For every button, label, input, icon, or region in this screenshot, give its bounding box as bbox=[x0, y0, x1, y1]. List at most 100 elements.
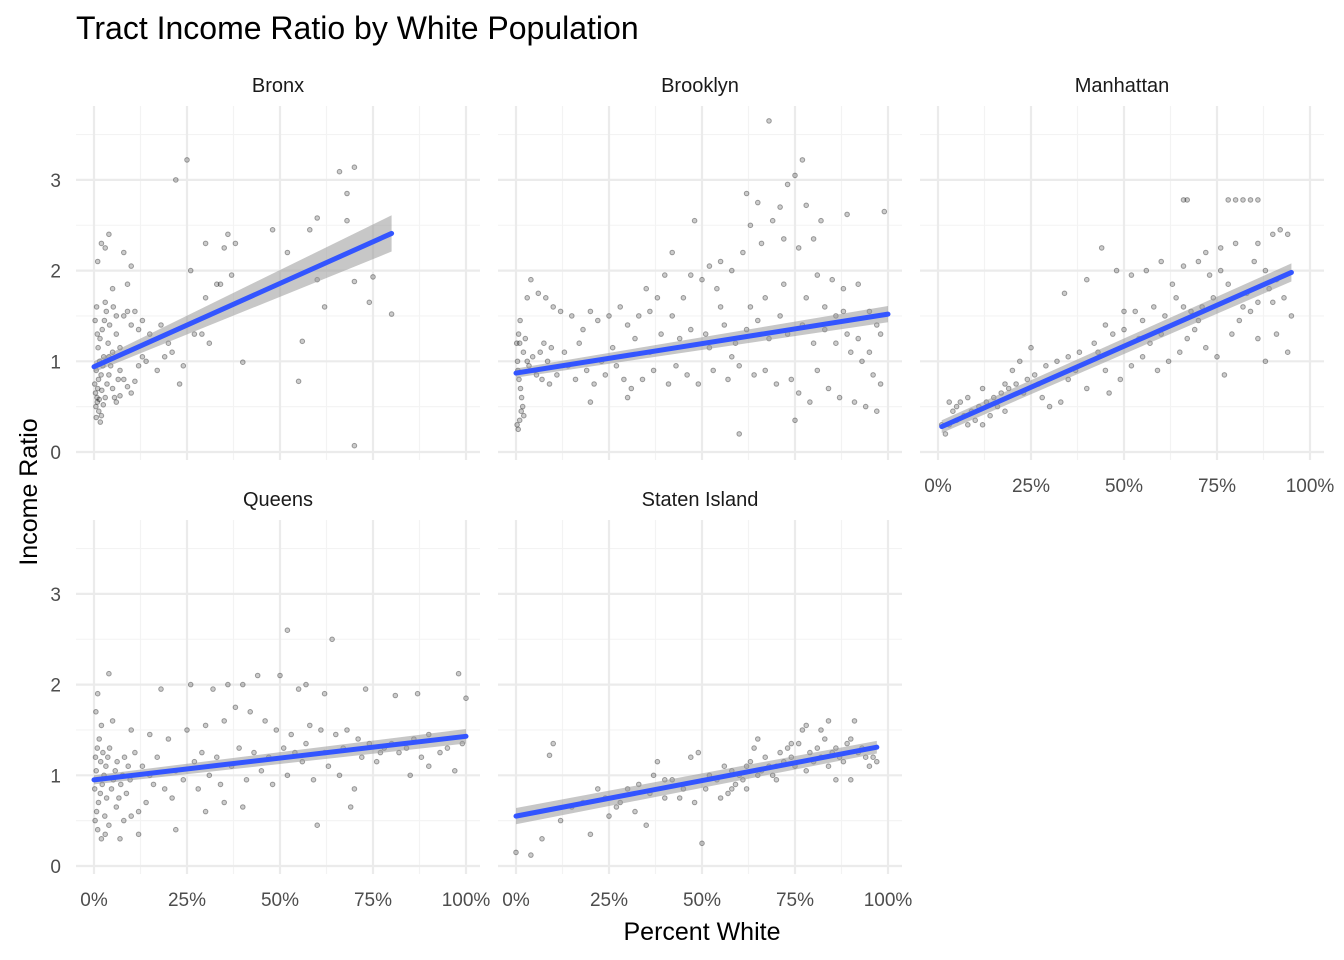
data-point bbox=[199, 331, 205, 337]
data-point bbox=[669, 313, 676, 319]
data-point bbox=[518, 408, 525, 415]
data-point bbox=[762, 367, 769, 374]
data-point bbox=[866, 349, 873, 356]
data-point bbox=[665, 381, 672, 387]
data-point bbox=[307, 227, 313, 233]
data-point bbox=[351, 278, 358, 285]
data-point bbox=[269, 781, 276, 788]
data-point bbox=[784, 181, 791, 188]
data-point bbox=[132, 308, 138, 315]
data-point bbox=[169, 795, 175, 801]
data-point bbox=[139, 354, 146, 360]
data-point bbox=[221, 718, 227, 724]
strip-label-manhattan: Manhattan bbox=[1075, 75, 1170, 97]
data-point bbox=[92, 390, 99, 396]
data-point bbox=[105, 754, 111, 761]
data-point bbox=[128, 390, 134, 396]
data-point bbox=[881, 208, 888, 215]
data-point bbox=[359, 754, 365, 761]
data-point bbox=[1180, 304, 1187, 310]
data-point bbox=[877, 331, 884, 337]
data-point bbox=[792, 417, 798, 424]
data-point bbox=[180, 777, 187, 783]
data-point bbox=[957, 399, 964, 405]
x-tick-label: 0% bbox=[502, 890, 530, 911]
data-point bbox=[1247, 308, 1254, 315]
data-point bbox=[102, 299, 108, 306]
data-point bbox=[109, 385, 116, 392]
data-point bbox=[124, 281, 131, 288]
data-point bbox=[206, 772, 213, 779]
data-point bbox=[240, 359, 246, 366]
data-point bbox=[747, 222, 754, 229]
data-point bbox=[557, 817, 564, 824]
panel-brooklyn: Brooklyn bbox=[498, 75, 902, 460]
data-point bbox=[676, 795, 683, 801]
data-point bbox=[965, 394, 971, 401]
fit-line bbox=[939, 269, 1294, 430]
data-point bbox=[117, 367, 123, 374]
data-point bbox=[654, 295, 661, 301]
data-point bbox=[725, 790, 731, 797]
data-point bbox=[814, 745, 821, 751]
data-point bbox=[103, 763, 109, 770]
data-point bbox=[1214, 354, 1220, 360]
data-point bbox=[822, 736, 828, 742]
data-point bbox=[351, 164, 358, 170]
data-point bbox=[135, 326, 142, 333]
data-point bbox=[535, 290, 542, 297]
data-point bbox=[747, 758, 754, 765]
data-point bbox=[1162, 313, 1168, 319]
data-point bbox=[587, 399, 594, 405]
data-point bbox=[295, 686, 302, 692]
data-point bbox=[362, 686, 369, 692]
data-point bbox=[1084, 385, 1090, 392]
fit-line bbox=[91, 733, 469, 783]
data-point bbox=[106, 231, 112, 238]
data-point bbox=[329, 636, 335, 643]
data-point bbox=[851, 399, 858, 405]
x-tick-label: 100% bbox=[864, 890, 913, 911]
data-point bbox=[221, 799, 227, 806]
data-point bbox=[351, 786, 358, 792]
data-point bbox=[124, 308, 131, 315]
data-point bbox=[94, 258, 101, 265]
x-tick-label: 25% bbox=[590, 890, 628, 911]
data-point bbox=[1128, 272, 1135, 278]
data-point bbox=[336, 772, 343, 779]
data-point bbox=[825, 385, 832, 392]
data-point bbox=[729, 786, 735, 792]
panel-staten-island: Staten Island bbox=[498, 489, 902, 874]
data-point bbox=[602, 372, 609, 378]
data-point bbox=[96, 396, 102, 403]
data-point bbox=[288, 731, 295, 738]
data-point bbox=[97, 335, 103, 342]
data-point bbox=[654, 758, 661, 765]
data-point bbox=[855, 335, 862, 342]
data-point bbox=[714, 285, 720, 292]
data-point bbox=[173, 177, 179, 183]
data-point bbox=[1288, 313, 1295, 319]
chart-title: Tract Income Ratio by White Population bbox=[76, 10, 639, 46]
data-point bbox=[762, 754, 769, 761]
data-point bbox=[1043, 363, 1049, 369]
data-point bbox=[1084, 276, 1090, 283]
data-point bbox=[1217, 245, 1224, 251]
x-tick-label: 100% bbox=[1286, 476, 1335, 497]
data-point bbox=[426, 763, 432, 770]
data-point bbox=[1054, 358, 1060, 365]
data-point bbox=[165, 736, 172, 742]
data-point bbox=[112, 768, 118, 774]
data-point bbox=[106, 745, 113, 751]
data-point bbox=[217, 281, 224, 288]
data-point bbox=[591, 381, 597, 387]
data-point bbox=[814, 272, 821, 278]
data-point bbox=[303, 681, 309, 688]
data-point bbox=[93, 709, 99, 715]
data-point bbox=[132, 378, 138, 385]
data-point bbox=[113, 313, 120, 319]
data-point bbox=[92, 317, 98, 324]
data-point bbox=[1284, 231, 1291, 238]
data-point bbox=[117, 836, 123, 842]
data-point bbox=[632, 335, 638, 342]
